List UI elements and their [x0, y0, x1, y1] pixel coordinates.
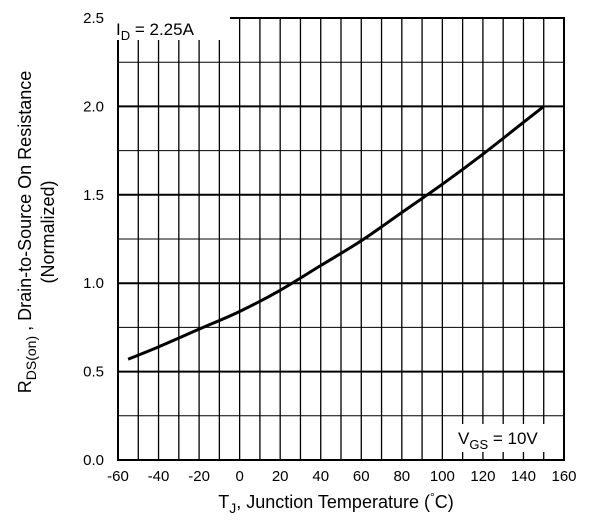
y-axis-title-rest: , Drain-to-Source On Resistance	[15, 71, 35, 336]
y-tick-label: 1.5	[83, 187, 104, 204]
x-axis-title-sub: J	[229, 500, 236, 516]
x-axis-title: TJ, Junction Temperature (°C)	[218, 490, 454, 516]
id-annotation: ID = 2.25A	[116, 20, 195, 43]
vgs-annotation-sub: GS	[469, 437, 488, 452]
y-axis-title-sub: DS(on)	[23, 336, 39, 380]
x-tick-label: 100	[430, 468, 455, 485]
x-axis-title-main: T	[218, 492, 229, 512]
id-annotation-box	[112, 12, 230, 40]
x-tick-label: 160	[551, 468, 576, 485]
vgs-annotation: VGS = 10V	[458, 429, 538, 452]
x-tick-label: -40	[148, 468, 170, 485]
vgs-annotation-main: V	[458, 429, 470, 448]
x-axis-title-unit: C)	[435, 492, 454, 512]
y-tick-label: 2.0	[83, 98, 104, 115]
x-tick-label: -20	[188, 468, 210, 485]
plot-frame	[117, 17, 565, 461]
y-axis-title-normalized: (Normalized)	[38, 180, 58, 283]
x-tick-label: 0	[235, 468, 243, 485]
x-tick-label: 20	[272, 468, 289, 485]
vgs-annotation-rest: = 10V	[488, 429, 538, 448]
y-tick-labels: 0.0 0.5 1.0 1.5 2.0 2.5	[83, 10, 104, 469]
y-tick-label: 0.0	[83, 452, 104, 469]
y-tick-label: 0.5	[83, 364, 104, 381]
x-tick-label: 140	[511, 468, 536, 485]
x-tick-label: 40	[312, 468, 329, 485]
x-tick-label: -60	[107, 468, 129, 485]
y-tick-label: 1.0	[83, 275, 104, 292]
id-annotation-rest: = 2.25A	[130, 20, 194, 39]
x-tick-labels: -60 -40 -20 0 20 40 60 80 100 120 140 160	[107, 468, 576, 485]
rdson-curve	[127, 105, 545, 361]
x-tick-label: 80	[393, 468, 410, 485]
x-tick-label: 60	[353, 468, 370, 485]
id-annotation-sub: D	[121, 28, 130, 43]
y-axis-title-main: R	[15, 380, 35, 393]
grid	[117, 17, 565, 461]
x-axis-title-deg: °	[430, 490, 435, 504]
x-tick-label: 120	[470, 468, 495, 485]
vgs-annotation-box	[454, 424, 549, 452]
x-axis-title-rest: , Junction Temperature (	[236, 492, 430, 512]
y-tick-label: 2.5	[83, 10, 104, 27]
y-axis-title: RDS(on) , Drain-to-Source On Resistance	[15, 71, 39, 393]
id-annotation-main: I	[116, 20, 121, 39]
